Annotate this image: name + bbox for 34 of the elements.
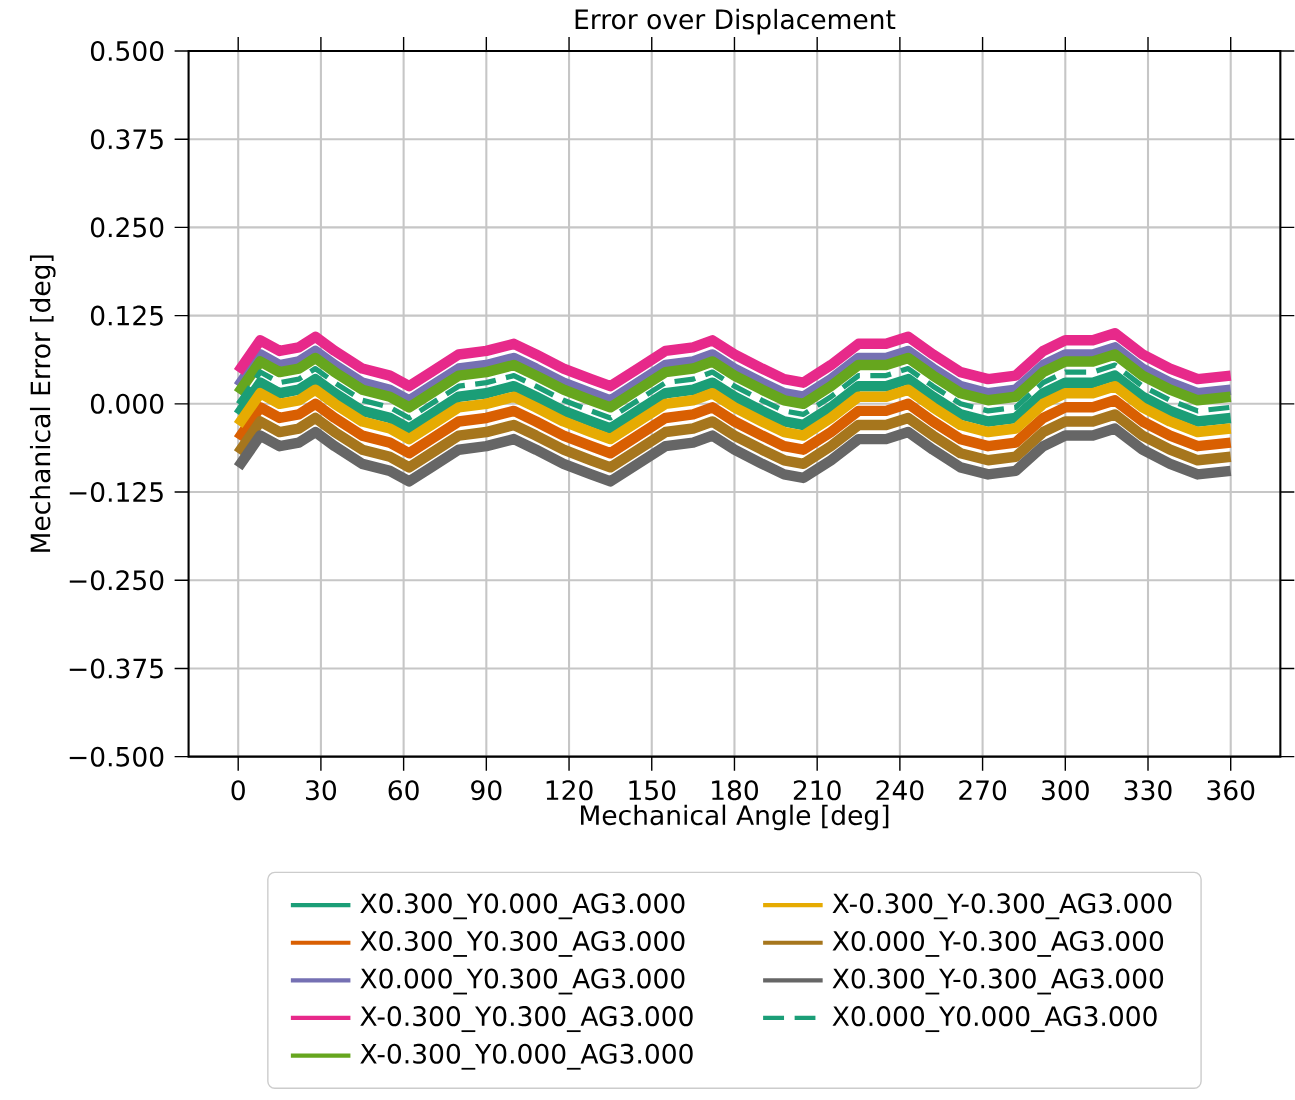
- x-tick-label: 0: [231, 780, 245, 801]
- legend-label: X0.000_Y0.000_AG3.000: [832, 1006, 1157, 1033]
- x-tick-label: 330: [1124, 780, 1172, 801]
- x-tick-label: 300: [1042, 780, 1089, 801]
- y-tick-label: 0.375: [90, 129, 163, 150]
- x-tick-label: 180: [712, 780, 758, 801]
- legend-label: X-0.300_Y-0.300_AG3.000: [832, 893, 1172, 920]
- x-tick-label: 270: [959, 780, 1007, 801]
- legend-label: X0.000_Y-0.300_AG3.000: [832, 930, 1164, 957]
- legend-label: X0.300_Y0.000_AG3.000: [360, 893, 685, 920]
- y-tick-label: −0.125: [69, 481, 163, 503]
- legend-label: X0.000_Y0.300_AG3.000: [360, 968, 685, 995]
- legend-label: X-0.300_Y0.300_AG3.000: [360, 1006, 693, 1033]
- legend-label: X0.300_Y-0.300_AG3.000: [832, 968, 1164, 995]
- y-tick-label: 0.125: [90, 305, 163, 326]
- legend-label: X0.300_Y0.300_AG3.000: [360, 930, 685, 957]
- legend-label: X-0.300_Y0.000_AG3.000: [360, 1043, 693, 1070]
- y-tick-label: 0.500: [90, 40, 164, 61]
- x-tick-label: 210: [793, 780, 841, 801]
- x-tick-label: 30: [306, 780, 337, 801]
- y-axis-title: Mechanical Error [deg]: [29, 255, 56, 552]
- y-tick-label: −0.250: [69, 570, 164, 591]
- chart-title: Error over Displacement: [575, 8, 896, 35]
- x-tick-label: 150: [629, 780, 676, 801]
- x-tick-label: 120: [546, 780, 593, 801]
- y-tick-label: −0.500: [69, 746, 164, 767]
- x-tick-label: 360: [1207, 780, 1255, 801]
- y-tick-label: 0.000: [90, 393, 164, 414]
- x-axis-title: Mechanical Angle [deg]: [581, 804, 889, 831]
- x-tick-label: 60: [388, 780, 419, 801]
- y-tick-label: 0.250: [90, 217, 164, 238]
- x-tick-label: 240: [876, 780, 924, 801]
- y-tick-label: −0.375: [69, 658, 163, 679]
- x-tick-label: 90: [471, 780, 502, 801]
